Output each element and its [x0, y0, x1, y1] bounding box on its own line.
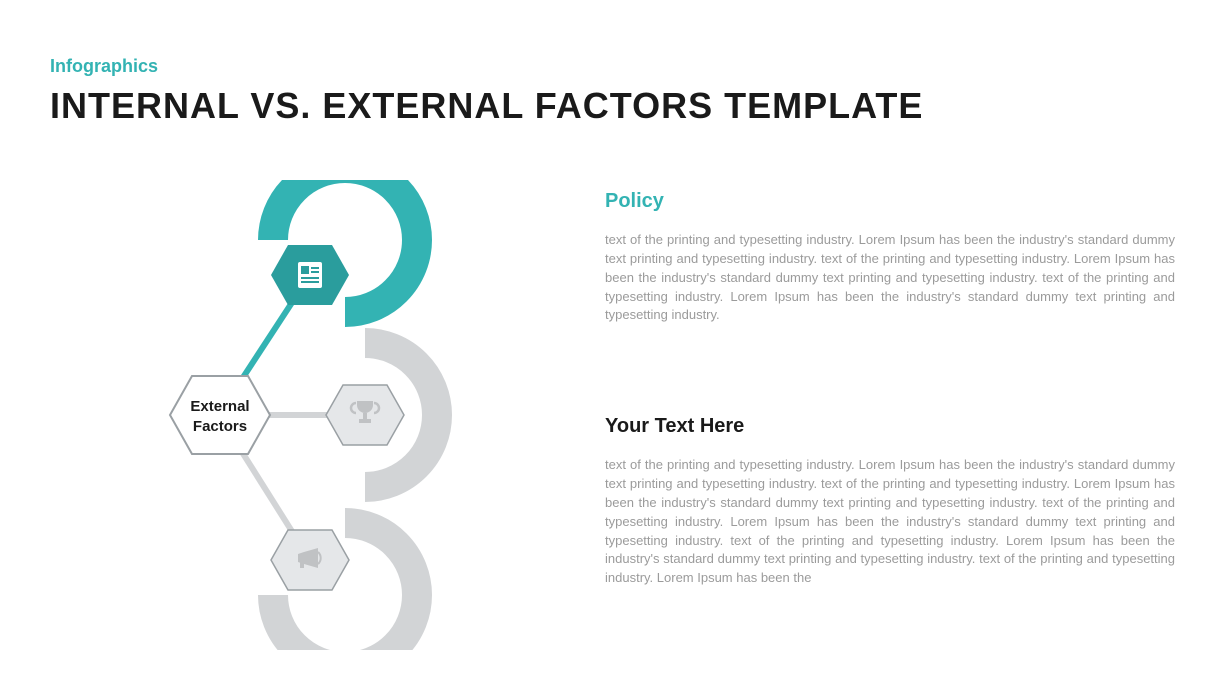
hex-center-label-1: External — [190, 398, 249, 415]
hex-center-label-2: Factors — [193, 418, 247, 435]
diagram-container: External Factors — [120, 180, 490, 650]
section-title-2: Your Text Here — [605, 415, 1175, 438]
text-column: Policy text of the printing and typesett… — [605, 190, 1175, 588]
factors-diagram: External Factors — [120, 180, 490, 650]
section-policy: Policy text of the printing and typesett… — [605, 190, 1175, 325]
header: Infographics INTERNAL VS. EXTERNAL FACTO… — [50, 56, 923, 127]
page-subtitle: Infographics — [50, 56, 923, 77]
section-title-1: Policy — [605, 190, 1175, 213]
section-your-text: Your Text Here text of the printing and … — [605, 415, 1175, 588]
document-icon — [298, 262, 322, 288]
section-body-1: text of the printing and typesetting ind… — [605, 231, 1175, 325]
section-body-2: text of the printing and typesetting ind… — [605, 456, 1175, 588]
page-title: INTERNAL VS. EXTERNAL FACTORS TEMPLATE — [50, 85, 923, 127]
hex-center — [170, 376, 270, 454]
